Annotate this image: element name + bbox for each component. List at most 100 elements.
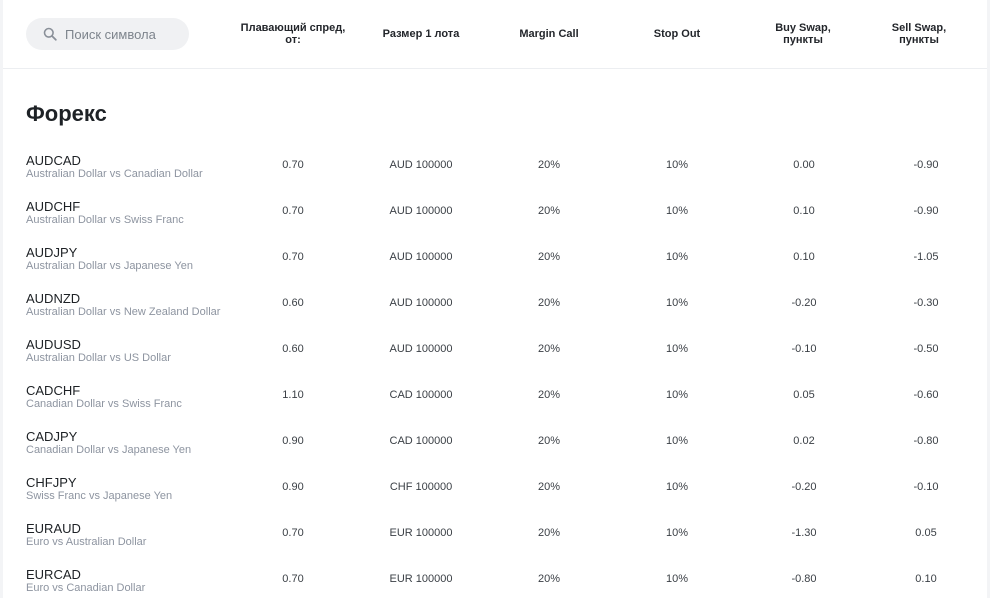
cell-lot-size: EUR 100000 [389, 527, 453, 539]
cell-margin-call: 20% [537, 297, 561, 309]
cell-sell-swap: -0.30 [913, 297, 939, 309]
cell-lot-size: AUD 100000 [389, 159, 453, 171]
symbol-description: Australian Dollar vs Swiss Franc [26, 214, 184, 226]
cell-sell-swap: -0.10 [913, 481, 939, 493]
table-row[interactable]: CADCHF Canadian Dollar vs Swiss Franc 1.10… [3, 378, 987, 424]
search-icon [43, 27, 57, 41]
table-row[interactable]: EURCAD Euro vs Canadian Dollar 0.70 EUR 100… [3, 562, 987, 598]
table-header: Поиск символа Плавающий спред, от: Разме… [3, 0, 987, 69]
cell-spread: 0.70 [282, 573, 304, 585]
cell-stop-out: 10% [665, 481, 689, 493]
column-header-sell-swap: Sell Swap, пункты [891, 22, 947, 46]
cell-margin-call: 20% [537, 389, 561, 401]
cell-margin-call: 20% [537, 251, 561, 263]
symbol-name[interactable]: AUDCHF [26, 199, 81, 214]
symbol-description: Australian Dollar vs Canadian Dollar [26, 168, 203, 180]
cell-buy-swap: -0.80 [791, 573, 817, 585]
cell-buy-swap: -0.20 [791, 297, 817, 309]
cell-buy-swap: 0.05 [793, 389, 815, 401]
search-input[interactable]: Поиск символа [65, 26, 156, 42]
cell-lot-size: AUD 100000 [389, 251, 453, 263]
cell-spread: 0.70 [282, 251, 304, 263]
table-row[interactable]: CADJPY Canadian Dollar vs Japanese Yen 0.9… [3, 424, 987, 470]
symbol-name[interactable]: AUDCAD [26, 153, 81, 168]
cell-lot-size: AUD 100000 [389, 205, 453, 217]
column-header-margin-call: Margin Call [519, 28, 579, 40]
section-title: Форекс [26, 101, 107, 126]
cell-lot-size: EUR 100000 [389, 573, 453, 585]
cell-stop-out: 10% [665, 297, 689, 309]
cell-stop-out: 10% [665, 251, 689, 263]
cell-buy-swap: 0.10 [793, 205, 815, 217]
table-row[interactable]: AUDNZD Australian Dollar vs New Zealand D… [3, 286, 987, 332]
cell-lot-size: AUD 100000 [389, 297, 453, 309]
cell-spread: 1.10 [282, 389, 304, 401]
cell-buy-swap: 0.00 [793, 159, 815, 171]
cell-stop-out: 10% [665, 573, 689, 585]
cell-spread: 0.90 [282, 481, 304, 493]
symbol-description: Euro vs Australian Dollar [26, 536, 147, 548]
cell-lot-size: CAD 100000 [389, 389, 453, 401]
cell-sell-swap: -0.60 [913, 389, 939, 401]
symbol-name[interactable]: AUDUSD [26, 337, 81, 352]
cell-margin-call: 20% [537, 527, 561, 539]
cell-margin-call: 20% [537, 481, 561, 493]
cell-sell-swap: -0.90 [913, 205, 939, 217]
table-row[interactable]: AUDCAD Australian Dollar vs Canadian Doll… [3, 148, 987, 194]
symbol-name[interactable]: CADJPY [26, 429, 78, 444]
cell-spread: 0.70 [282, 159, 304, 171]
cell-margin-call: 20% [537, 205, 561, 217]
cell-sell-swap: -0.90 [913, 159, 939, 171]
symbol-description: Australian Dollar vs Japanese Yen [26, 260, 193, 272]
symbol-name[interactable]: CHFJPY [26, 475, 77, 490]
cell-lot-size: AUD 100000 [389, 343, 453, 355]
cell-margin-call: 20% [537, 159, 561, 171]
table-row[interactable]: AUDJPY Australian Dollar vs Japanese Yen 0… [3, 240, 987, 286]
symbol-description: Canadian Dollar vs Swiss Franc [26, 398, 182, 410]
symbol-name[interactable]: CADCHF [26, 383, 81, 398]
column-header-spread: Плавающий спред, от: [240, 22, 346, 46]
symbol-description: Canadian Dollar vs Japanese Yen [26, 444, 192, 456]
cell-spread: 0.70 [282, 205, 304, 217]
cell-margin-call: 20% [537, 435, 561, 447]
cell-spread: 0.70 [282, 527, 304, 539]
symbol-search[interactable]: Поиск символа [26, 18, 189, 50]
cell-lot-size: CHF 100000 [389, 481, 453, 493]
cell-sell-swap: -1.05 [913, 251, 939, 263]
cell-spread: 0.60 [282, 297, 304, 309]
cell-lot-size: CAD 100000 [389, 435, 453, 447]
column-header-buy-swap: Buy Swap, пункты [775, 22, 831, 46]
symbol-description: Euro vs Canadian Dollar [26, 582, 146, 594]
cell-margin-call: 20% [537, 573, 561, 585]
symbols-list: AUDCAD Australian Dollar vs Canadian Doll… [3, 148, 987, 598]
cell-stop-out: 10% [665, 343, 689, 355]
cell-buy-swap: 0.10 [793, 251, 815, 263]
cell-sell-swap: 0.05 [915, 527, 937, 539]
cell-spread: 0.60 [282, 343, 304, 355]
symbol-name[interactable]: EURCAD [26, 567, 81, 582]
cell-stop-out: 10% [665, 435, 689, 447]
cell-stop-out: 10% [665, 205, 689, 217]
column-header-stop-out: Stop Out [653, 28, 701, 40]
table-row[interactable]: AUDCHF Australian Dollar vs Swiss Franc 0.… [3, 194, 987, 240]
cell-sell-swap: -0.80 [913, 435, 939, 447]
cell-sell-swap: 0.10 [915, 573, 937, 585]
cell-stop-out: 10% [665, 389, 689, 401]
cell-buy-swap: -0.20 [791, 481, 817, 493]
cell-stop-out: 10% [665, 527, 689, 539]
table-row[interactable]: AUDUSD Australian Dollar vs US Dollar 0.60… [3, 332, 987, 378]
symbol-description: Australian Dollar vs US Dollar [26, 352, 171, 364]
cell-stop-out: 10% [665, 159, 689, 171]
cell-buy-swap: 0.02 [793, 435, 815, 447]
symbol-name[interactable]: EURAUD [26, 521, 81, 536]
symbol-description: Australian Dollar vs New Zealand Dollar [26, 306, 221, 318]
cell-margin-call: 20% [537, 343, 561, 355]
column-header-lot: Размер 1 лота [382, 28, 460, 40]
symbol-name[interactable]: AUDNZD [26, 291, 81, 306]
cell-buy-swap: -1.30 [791, 527, 817, 539]
table-row[interactable]: CHFJPY Swiss Franc vs Japanese Yen 0.90 CHF… [3, 470, 987, 516]
cell-buy-swap: -0.10 [791, 343, 817, 355]
symbols-table-card: Поиск символа Плавающий спред, от: Разме… [3, 0, 987, 598]
table-row[interactable]: EURAUD Euro vs Australian Dollar 0.70 EUR 1… [3, 516, 987, 562]
symbol-name[interactable]: AUDJPY [26, 245, 78, 260]
